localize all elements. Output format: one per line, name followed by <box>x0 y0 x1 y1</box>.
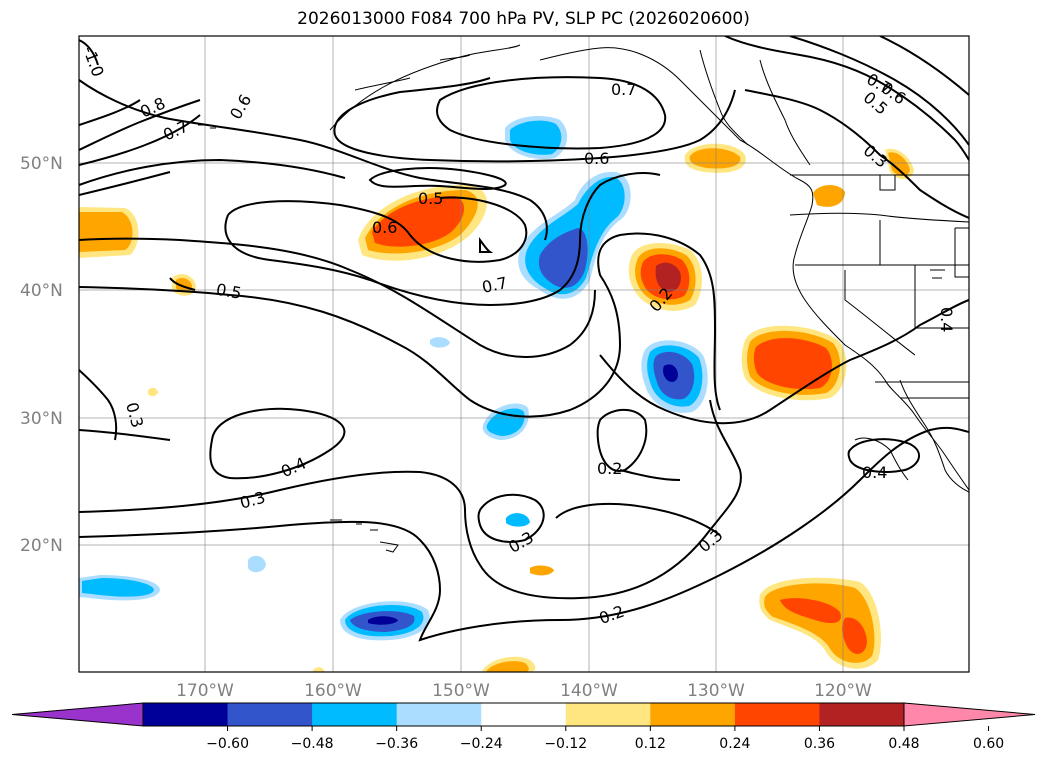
colorbar-tick-label: 0.60 <box>973 736 1004 752</box>
colorbar-extend-low <box>11 702 144 727</box>
colorbar-box <box>396 703 482 726</box>
colorbar-tick-label: 0.48 <box>888 736 919 752</box>
pv-shading <box>79 116 914 672</box>
lon-label: 140°W <box>560 681 618 701</box>
pressure-contours <box>79 36 969 642</box>
lon-label: 150°W <box>432 681 490 701</box>
colorbar-extend-high <box>903 702 1036 727</box>
colorbar: −0.60 −0.48 −0.36 −0.24 −0.12 0.12 0.24 0.36 0.4… <box>11 702 1036 752</box>
latitude-labels: 50°N 40°N 30°N 20°N <box>20 154 63 556</box>
colorbar-tick-label: −0.36 <box>375 736 418 752</box>
colorbar-box <box>143 703 229 726</box>
lon-label: 130°W <box>687 681 745 701</box>
contour-label-extra: 0.2 <box>597 459 622 478</box>
colorbar-box <box>481 703 567 726</box>
contour-label: 0.4 <box>937 307 956 332</box>
lon-label: 170°W <box>176 681 234 701</box>
contour-label: 0.5 <box>215 280 243 303</box>
contour-label: 0.5 <box>418 189 443 208</box>
colorbar-tick-label: 0.36 <box>804 736 835 752</box>
colorbar-box <box>565 703 651 726</box>
map-frame <box>78 35 970 673</box>
lat-label: 20°N <box>20 536 63 556</box>
lat-label: 30°N <box>20 409 63 429</box>
contour-label: 0.7 <box>611 80 636 99</box>
contour-label: 0.4 <box>862 463 887 482</box>
colorbar-box <box>312 703 398 726</box>
colorbar-box <box>227 703 313 726</box>
lat-label: 40°N <box>20 281 63 301</box>
colorbar-box <box>650 703 736 726</box>
map-title: 2026013000 F084 700 hPa PV, SLP PC (2026… <box>297 9 750 29</box>
lon-label: 120°W <box>814 681 872 701</box>
colorbar-tick-label: −0.12 <box>544 736 587 752</box>
longitude-labels: 170°W 160°W 150°W 140°W 130°W 120°W <box>176 681 872 701</box>
colorbar-tick-label: −0.24 <box>460 736 503 752</box>
lat-label: 50°N <box>20 154 63 174</box>
lon-label: 160°W <box>304 681 362 701</box>
colorbar-box <box>734 703 820 726</box>
colorbar-tick-label: 0.12 <box>635 736 666 752</box>
colorbar-box <box>819 703 905 726</box>
contour-label: 0.6 <box>584 149 609 168</box>
contour-label: 0.7 <box>480 273 509 297</box>
colorbar-tick-label: −0.60 <box>206 736 249 752</box>
colorbar-frame <box>142 702 905 727</box>
colorbar-tick-label: 0.24 <box>719 736 750 752</box>
colorbar-tick-label: −0.48 <box>291 736 334 752</box>
gridlines <box>79 36 969 672</box>
contour-label: 0.6 <box>372 218 397 237</box>
